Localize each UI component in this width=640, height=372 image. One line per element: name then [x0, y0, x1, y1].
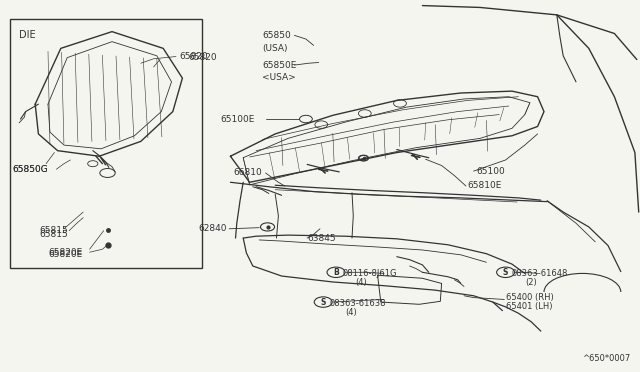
Text: B: B: [333, 268, 339, 277]
Text: S: S: [321, 298, 326, 307]
Circle shape: [327, 267, 345, 278]
Text: 63845: 63845: [307, 234, 336, 243]
Text: 65820E: 65820E: [48, 250, 83, 259]
Text: 66810: 66810: [234, 169, 262, 177]
Text: 65850E: 65850E: [262, 61, 297, 70]
Text: 65820: 65820: [179, 52, 208, 61]
Text: ^650*0007: ^650*0007: [582, 354, 630, 363]
Text: 65850G: 65850G: [13, 165, 49, 174]
Text: (4): (4): [355, 278, 367, 287]
Text: 65815: 65815: [40, 226, 68, 235]
Text: (2): (2): [525, 278, 536, 287]
Text: 65100E: 65100E: [221, 115, 255, 124]
Circle shape: [497, 267, 515, 278]
Text: 65850G: 65850G: [13, 165, 49, 174]
Text: 65850: 65850: [262, 31, 291, 40]
Text: <USA>: <USA>: [262, 73, 296, 82]
Text: 65401 (LH): 65401 (LH): [506, 302, 552, 311]
Text: 65400 (RH): 65400 (RH): [506, 293, 554, 302]
Text: S: S: [503, 268, 508, 277]
Text: 08116-8J61G: 08116-8J61G: [342, 269, 397, 278]
Text: (4): (4): [346, 308, 357, 317]
Text: 65815: 65815: [40, 230, 68, 239]
Bar: [10, 19, 202, 268]
Text: 65100: 65100: [477, 167, 506, 176]
Text: 65820E: 65820E: [48, 248, 83, 257]
Text: 65820: 65820: [189, 53, 218, 62]
Text: 65810E: 65810E: [467, 182, 502, 190]
Text: 08363-61638: 08363-61638: [330, 299, 386, 308]
Text: (USA): (USA): [262, 44, 288, 53]
Text: 08363-61648: 08363-61648: [512, 269, 568, 278]
Text: 62840: 62840: [198, 224, 227, 233]
Text: DIE: DIE: [19, 30, 35, 40]
Circle shape: [314, 297, 332, 307]
